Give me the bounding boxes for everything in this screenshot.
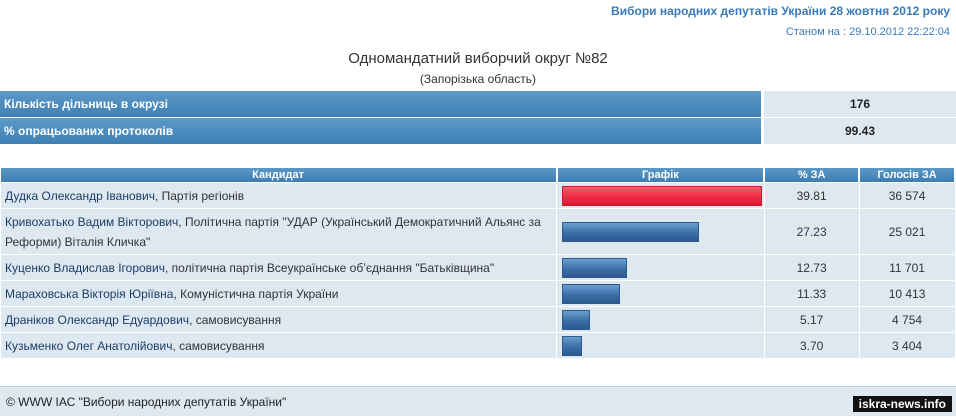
candidate-cell: Дудка Олександр Іванович, Партія регіоні… bbox=[0, 182, 558, 209]
table-row: Дудка Олександр Іванович, Партія регіоні… bbox=[0, 182, 956, 209]
results-header-row: Кандидат Графік % ЗА Голосів ЗА bbox=[0, 168, 956, 183]
table-row: Драніков Олександр Едуардович, самовисув… bbox=[0, 306, 956, 333]
stat-row-precincts: Кількість дільниць в окрузі 176 bbox=[0, 91, 956, 117]
percent-cell: 11.33 bbox=[763, 280, 860, 307]
graph-cell bbox=[556, 182, 765, 209]
vote-share-bar bbox=[562, 283, 621, 304]
percent-cell: 5.17 bbox=[763, 306, 860, 333]
candidate-cell: Куценко Владислав Ігорович, політична па… bbox=[0, 254, 558, 281]
results-body: Дудка Олександр Іванович, Партія регіоні… bbox=[0, 182, 956, 359]
col-header-graph: Графік bbox=[556, 168, 766, 183]
election-title: Вибори народних депутатів України 28 жов… bbox=[611, 4, 950, 18]
vote-share-bar bbox=[562, 335, 583, 356]
graph-cell bbox=[556, 208, 765, 255]
precincts-label: Кількість дільниць в окрузі bbox=[0, 91, 764, 117]
percent-cell: 39.81 bbox=[763, 182, 860, 209]
votes-cell: 25 021 bbox=[858, 208, 956, 255]
results-table: Кандидат Графік % ЗА Голосів ЗА Дудка Ол… bbox=[0, 168, 956, 359]
candidate-name: Драніков Олександр Едуардович bbox=[5, 312, 190, 327]
status-date: Станом на : 29.10.2012 22:22:04 bbox=[785, 26, 950, 38]
candidate-cell: Кузьменко Олег Анатолійович, самовисуван… bbox=[0, 332, 558, 359]
graph-cell bbox=[556, 254, 765, 281]
percent-cell: 27.23 bbox=[763, 208, 860, 255]
candidate-name: Мараховська Вікторія Юріївна bbox=[5, 286, 174, 301]
col-header-percent: % ЗА bbox=[764, 168, 861, 183]
candidate-cell: Драніков Олександр Едуардович, самовисув… bbox=[0, 306, 558, 333]
district-region: (Запорізька область) bbox=[419, 72, 537, 86]
watermark: iskra-news.info bbox=[852, 396, 952, 412]
district-stats: Кількість дільниць в окрузі 176 % опраць… bbox=[0, 91, 956, 145]
votes-cell: 36 574 bbox=[858, 182, 956, 209]
votes-cell: 10 413 bbox=[858, 280, 956, 307]
percent-cell: 12.73 bbox=[763, 254, 860, 281]
candidate-party: , Політична партія "УДАР (Український Де… bbox=[5, 214, 541, 249]
col-header-votes: Голосів ЗА bbox=[859, 168, 956, 183]
vote-share-bar bbox=[562, 185, 763, 206]
processed-label: % опрацьованих протоколів bbox=[0, 118, 764, 144]
table-row: Кузьменко Олег Анатолійович, самовисуван… bbox=[0, 332, 956, 359]
footer-copyright: © WWW ІАС "Вибори народних депутатів Укр… bbox=[6, 395, 287, 409]
district-title: Одномандатний виборчий округ №82 bbox=[348, 50, 608, 67]
candidate-party: , самовисування bbox=[189, 312, 282, 327]
vote-share-bar bbox=[562, 257, 628, 278]
candidate-party: , політична партія Всеукраїнське об’єдна… bbox=[165, 260, 495, 275]
votes-cell: 4 754 bbox=[858, 306, 956, 333]
graph-cell bbox=[556, 306, 765, 333]
col-header-candidate: Кандидат bbox=[0, 168, 558, 183]
stat-row-processed: % опрацьованих протоколів 99.43 bbox=[0, 118, 956, 144]
table-row: Кривохатько Вадим Вікторович, Політична … bbox=[0, 208, 956, 255]
vote-share-bar bbox=[562, 221, 700, 242]
candidate-party: , Партія регіонів bbox=[154, 188, 245, 203]
votes-cell: 11 701 bbox=[858, 254, 956, 281]
candidate-cell: Мараховська Вікторія Юріївна, Комуністич… bbox=[0, 280, 558, 307]
candidate-party: , Комуністична партія України bbox=[173, 286, 339, 301]
precincts-value: 176 bbox=[764, 91, 956, 117]
candidate-name: Кривохатько Вадим Вікторович bbox=[5, 214, 179, 229]
percent-cell: 3.70 bbox=[763, 332, 860, 359]
graph-cell bbox=[556, 332, 765, 359]
table-row: Куценко Владислав Ігорович, політична па… bbox=[0, 254, 956, 281]
processed-value: 99.43 bbox=[764, 118, 956, 144]
votes-cell: 3 404 bbox=[858, 332, 956, 359]
table-row: Мараховська Вікторія Юріївна, Комуністич… bbox=[0, 280, 956, 307]
graph-cell bbox=[556, 280, 765, 307]
candidate-name: Куценко Владислав Ігорович bbox=[5, 260, 165, 275]
footer: © WWW ІАС "Вибори народних депутатів Укр… bbox=[0, 386, 956, 416]
candidate-name: Дудка Олександр Іванович bbox=[5, 188, 155, 203]
candidate-name: Кузьменко Олег Анатолійович bbox=[5, 338, 173, 353]
candidate-cell: Кривохатько Вадим Вікторович, Політична … bbox=[0, 208, 558, 255]
candidate-party: , самовисування bbox=[172, 338, 265, 353]
vote-share-bar bbox=[562, 309, 591, 330]
